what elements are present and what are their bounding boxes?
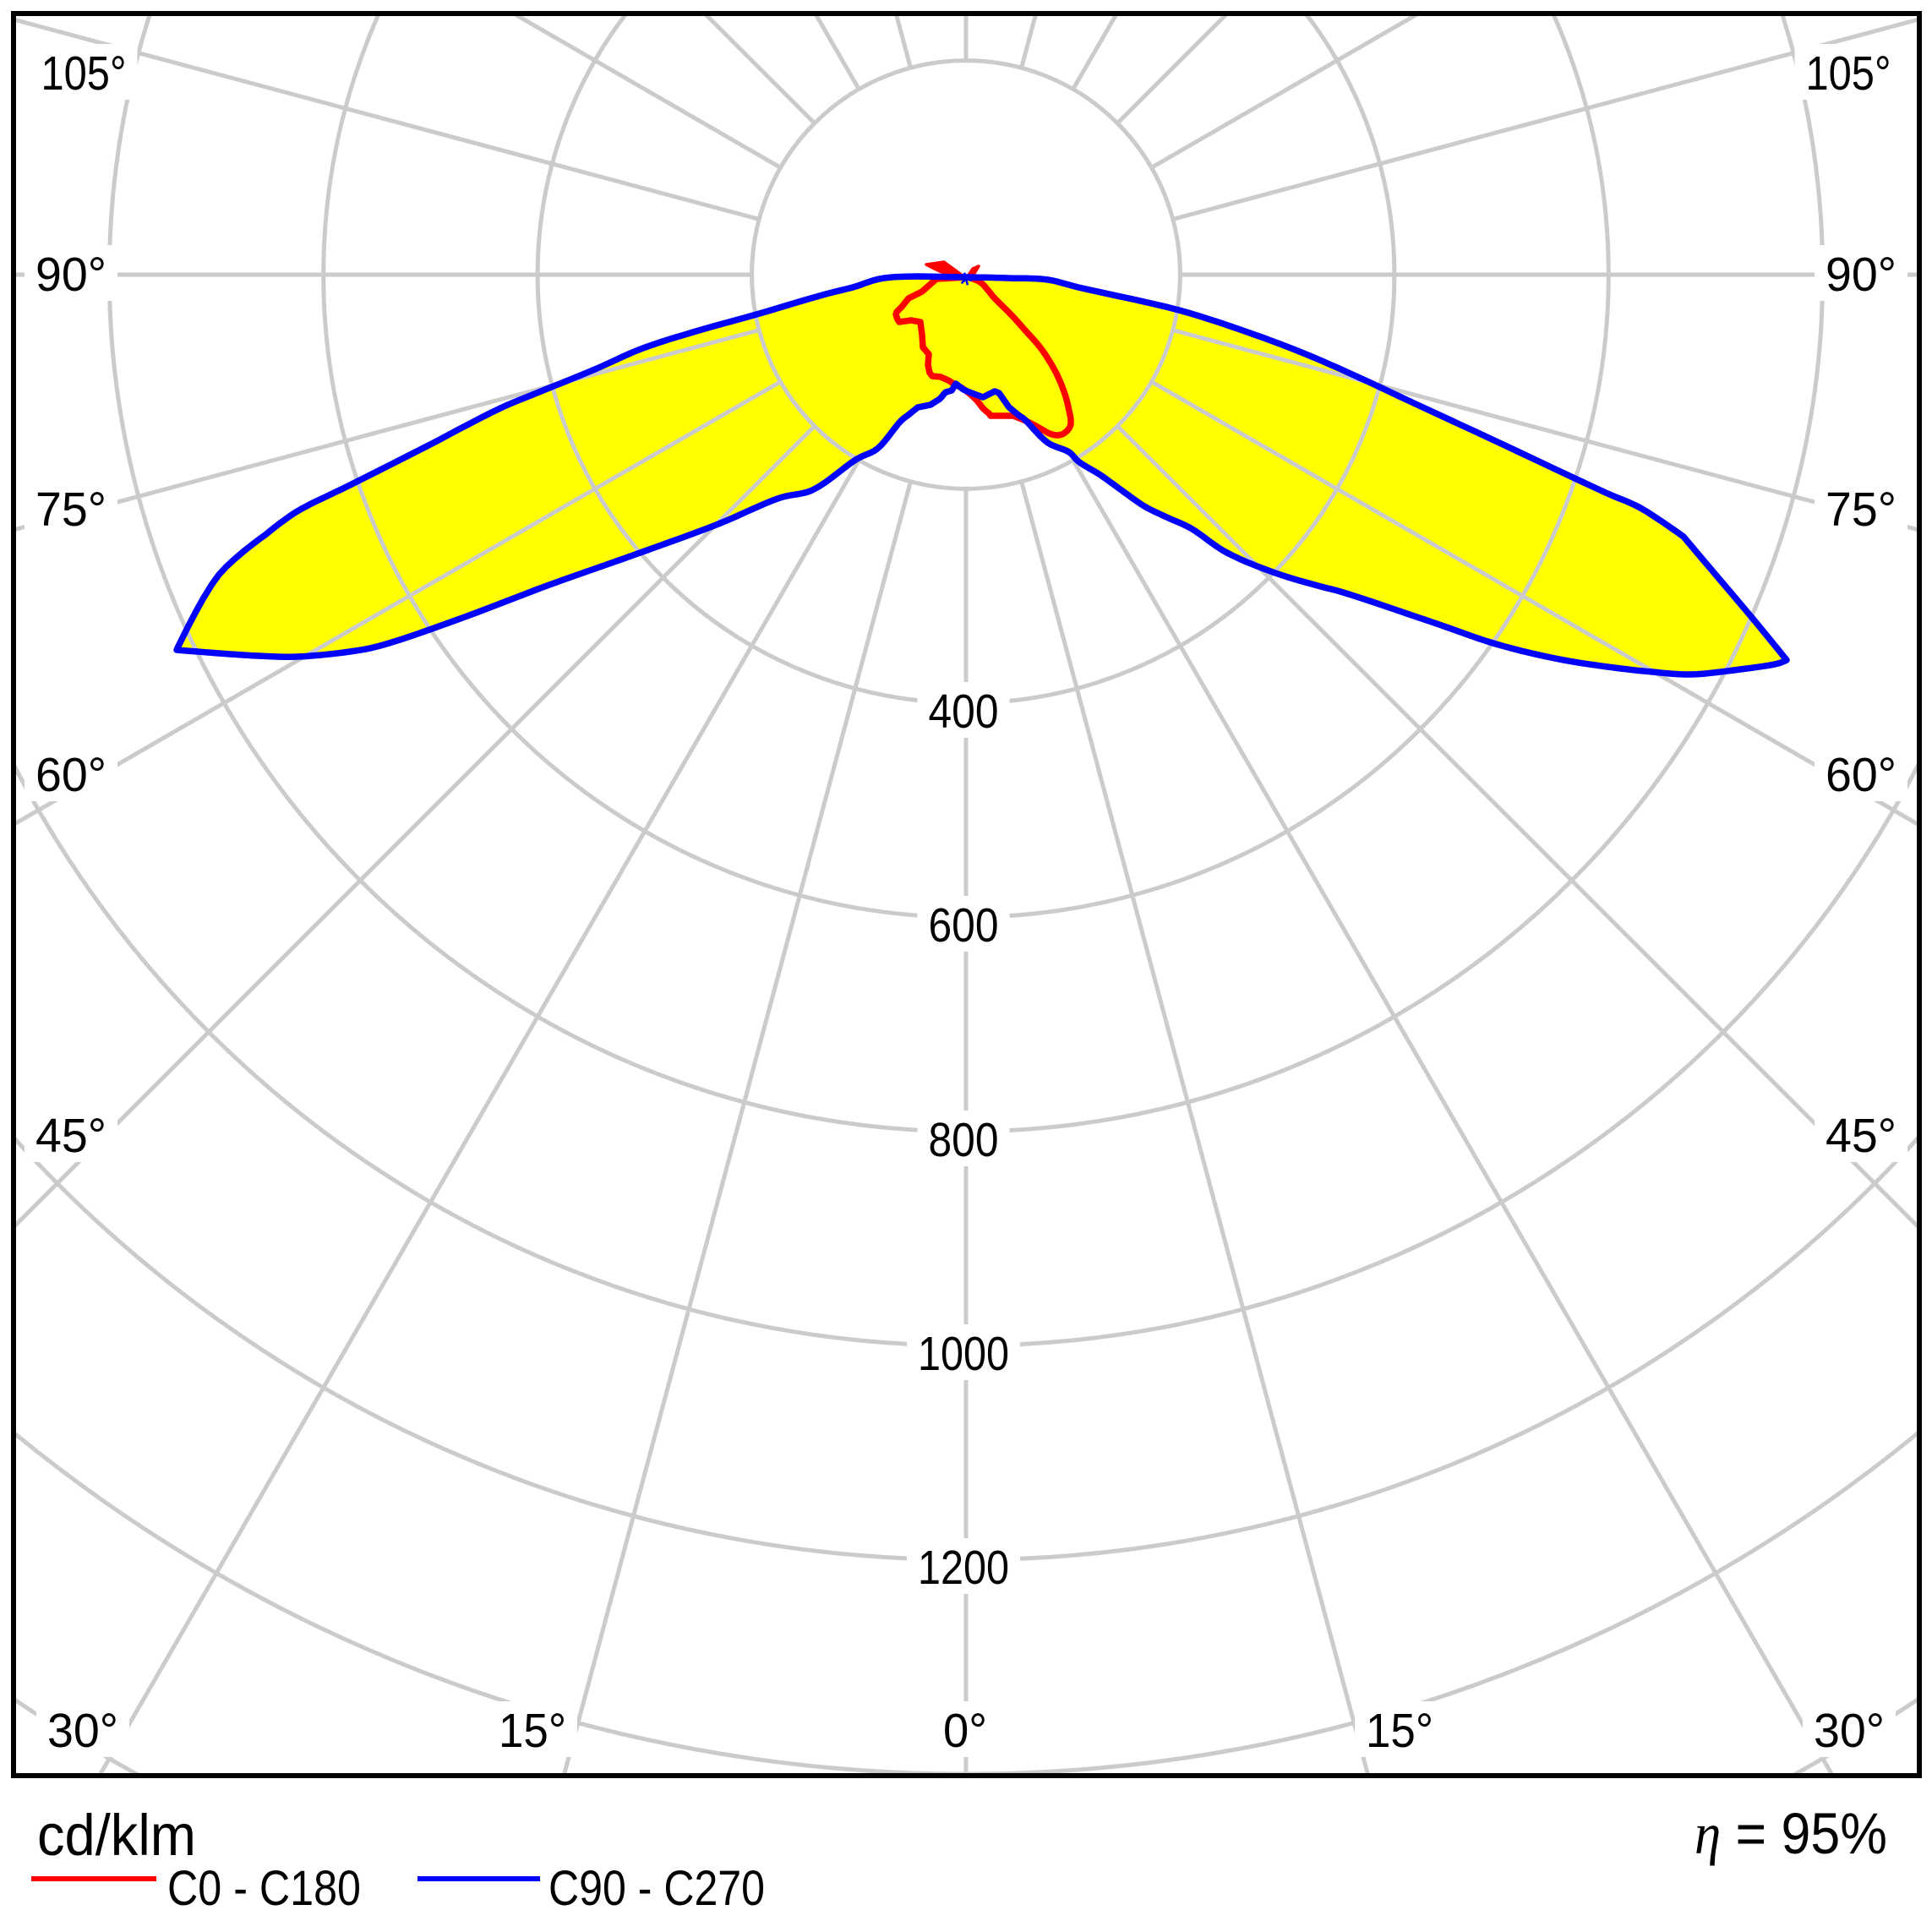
svg-text:60°: 60° [35, 748, 106, 802]
svg-text:C0 - C180: C0 - C180 [167, 1861, 361, 1916]
svg-text:45°: 45° [35, 1109, 106, 1163]
svg-text:90°: 90° [35, 248, 106, 302]
svg-text:800: 800 [929, 1113, 999, 1167]
svg-text:15°: 15° [1366, 1704, 1433, 1758]
svg-text:600: 600 [929, 898, 999, 952]
svg-text:400: 400 [929, 685, 999, 739]
svg-text:45°: 45° [1826, 1109, 1897, 1163]
svg-text:90°: 90° [1826, 248, 1897, 302]
svg-text:75°: 75° [1826, 483, 1897, 537]
svg-text:60°: 60° [1826, 748, 1897, 802]
svg-text:75°: 75° [35, 483, 106, 537]
svg-text:1000: 1000 [918, 1327, 1009, 1381]
svg-text:15°: 15° [499, 1704, 566, 1758]
svg-text:1200: 1200 [918, 1541, 1009, 1595]
svg-text:30°: 30° [47, 1704, 118, 1758]
svg-text:η = 95%: η = 95% [1695, 1801, 1887, 1866]
svg-text:105°: 105° [41, 46, 127, 101]
svg-text:105°: 105° [1806, 46, 1891, 101]
svg-text:cd/klm: cd/klm [37, 1803, 196, 1868]
svg-text:30°: 30° [1814, 1704, 1885, 1758]
svg-text:0°: 0° [943, 1704, 987, 1758]
svg-text:C90 - C270: C90 - C270 [548, 1861, 765, 1916]
